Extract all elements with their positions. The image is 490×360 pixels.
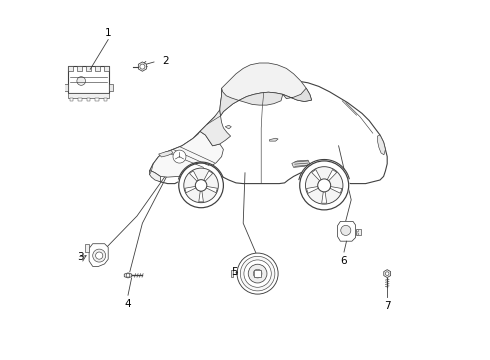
- Polygon shape: [283, 88, 312, 102]
- Polygon shape: [149, 171, 160, 182]
- Circle shape: [300, 161, 349, 210]
- Bar: [77, 66, 82, 71]
- Circle shape: [240, 256, 275, 291]
- Circle shape: [173, 150, 186, 163]
- Circle shape: [357, 230, 359, 232]
- Bar: [70, 98, 73, 100]
- Bar: [78, 98, 82, 100]
- Bar: [86, 66, 91, 71]
- Text: 2: 2: [162, 56, 169, 66]
- Circle shape: [77, 77, 86, 85]
- Circle shape: [179, 163, 223, 208]
- Polygon shape: [200, 110, 231, 146]
- Polygon shape: [292, 160, 310, 167]
- Polygon shape: [322, 192, 327, 203]
- Circle shape: [237, 253, 278, 294]
- Circle shape: [305, 167, 343, 204]
- Polygon shape: [270, 138, 278, 141]
- Polygon shape: [312, 170, 321, 181]
- Polygon shape: [138, 62, 147, 71]
- Text: 4: 4: [124, 299, 131, 309]
- Circle shape: [178, 162, 224, 209]
- Circle shape: [126, 274, 130, 277]
- Text: 5: 5: [231, 267, 238, 277]
- Bar: [109, 84, 113, 91]
- Bar: [63, 84, 68, 91]
- Text: 1: 1: [105, 28, 112, 38]
- Bar: [254, 270, 261, 277]
- Circle shape: [244, 260, 271, 287]
- Circle shape: [298, 160, 350, 211]
- Bar: [95, 98, 99, 100]
- Bar: [104, 66, 109, 71]
- Polygon shape: [338, 221, 356, 241]
- Polygon shape: [149, 131, 223, 177]
- Circle shape: [184, 168, 219, 203]
- Bar: [356, 229, 361, 235]
- Text: 7: 7: [384, 301, 391, 311]
- Polygon shape: [89, 244, 108, 266]
- Circle shape: [93, 249, 106, 262]
- Circle shape: [253, 269, 262, 278]
- Polygon shape: [327, 170, 337, 181]
- Polygon shape: [190, 171, 198, 181]
- Polygon shape: [185, 186, 196, 193]
- Circle shape: [386, 272, 389, 275]
- Polygon shape: [384, 270, 391, 278]
- Polygon shape: [220, 88, 283, 116]
- FancyBboxPatch shape: [68, 66, 109, 93]
- Polygon shape: [206, 186, 218, 193]
- Circle shape: [196, 180, 207, 191]
- Circle shape: [341, 225, 351, 235]
- Polygon shape: [204, 171, 213, 181]
- Text: 6: 6: [341, 256, 347, 266]
- Circle shape: [140, 64, 145, 69]
- Circle shape: [96, 252, 103, 259]
- Bar: [87, 98, 90, 100]
- Bar: [95, 66, 100, 71]
- Bar: [104, 98, 107, 100]
- Circle shape: [318, 179, 331, 192]
- Circle shape: [357, 233, 359, 235]
- Text: 3: 3: [77, 252, 83, 262]
- Polygon shape: [199, 191, 203, 202]
- Polygon shape: [307, 186, 318, 193]
- Polygon shape: [124, 273, 132, 278]
- Bar: [231, 270, 233, 277]
- Polygon shape: [85, 244, 89, 252]
- Polygon shape: [159, 150, 173, 157]
- Polygon shape: [377, 135, 386, 155]
- Polygon shape: [330, 186, 342, 193]
- Polygon shape: [225, 125, 231, 129]
- Bar: [68, 93, 109, 98]
- Polygon shape: [149, 79, 387, 184]
- Bar: [68, 66, 73, 71]
- Circle shape: [248, 264, 267, 283]
- Polygon shape: [220, 63, 312, 116]
